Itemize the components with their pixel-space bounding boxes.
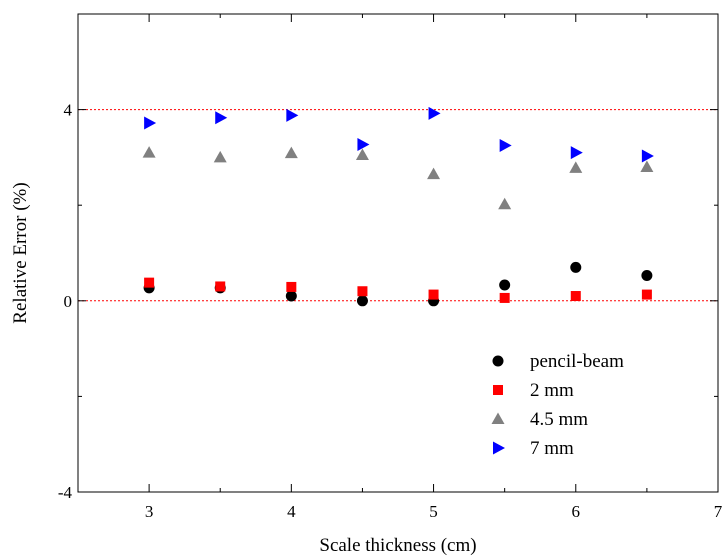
plot-frame bbox=[77, 13, 719, 493]
data-point bbox=[498, 197, 512, 210]
data-point bbox=[570, 146, 583, 160]
data-point bbox=[570, 261, 582, 273]
data-point bbox=[286, 108, 299, 122]
data-point bbox=[215, 111, 228, 125]
data-point bbox=[641, 269, 653, 281]
legend-marker bbox=[492, 355, 504, 367]
data-point bbox=[355, 148, 369, 161]
data-point bbox=[215, 281, 226, 292]
legend-label: 2 mm bbox=[530, 380, 574, 401]
data-point bbox=[286, 281, 297, 292]
data-point bbox=[499, 292, 510, 303]
data-point bbox=[570, 291, 581, 302]
data-points bbox=[142, 106, 654, 307]
data-point bbox=[640, 160, 654, 172]
legend: pencil-beam 2 mm 4.5 mm 7 mm bbox=[491, 351, 624, 459]
legend-label: 4.5 mm bbox=[530, 409, 588, 430]
y-tick-label: 0 bbox=[64, 292, 73, 311]
data-point bbox=[428, 106, 441, 120]
legend-label: pencil-beam bbox=[530, 351, 624, 372]
x-tick-label: 3 bbox=[145, 502, 154, 521]
data-point bbox=[356, 295, 368, 307]
data-point bbox=[499, 138, 512, 152]
data-point bbox=[569, 161, 583, 173]
x-tick-label: 7 bbox=[714, 502, 723, 521]
x-tick-label: 4 bbox=[287, 502, 296, 521]
data-point bbox=[357, 286, 368, 297]
data-point bbox=[142, 146, 156, 158]
legend-marker bbox=[491, 412, 505, 424]
data-point bbox=[284, 146, 298, 159]
axis-ticks: 3 4 5 6 7 -4 0 4 bbox=[58, 13, 723, 521]
data-point bbox=[285, 290, 297, 302]
legend-label: 7 mm bbox=[530, 438, 574, 459]
y-axis-title: Relative Error (%) bbox=[10, 182, 31, 323]
data-point bbox=[357, 137, 370, 151]
reference-lines bbox=[78, 109, 718, 302]
data-point bbox=[641, 149, 654, 163]
data-point bbox=[213, 150, 227, 163]
x-tick-label: 5 bbox=[429, 502, 438, 521]
data-point bbox=[499, 279, 511, 291]
data-point bbox=[144, 116, 157, 130]
data-point bbox=[428, 289, 439, 300]
x-axis-title: Scale thickness (cm) bbox=[319, 535, 476, 556]
x-tick-label: 6 bbox=[572, 502, 581, 521]
y-tick-label: 4 bbox=[64, 101, 73, 120]
legend-marker bbox=[493, 441, 505, 455]
data-point bbox=[427, 167, 441, 180]
data-point bbox=[641, 289, 652, 300]
data-point bbox=[144, 277, 155, 288]
y-tick-label: -4 bbox=[58, 483, 73, 502]
legend-marker bbox=[493, 385, 503, 395]
